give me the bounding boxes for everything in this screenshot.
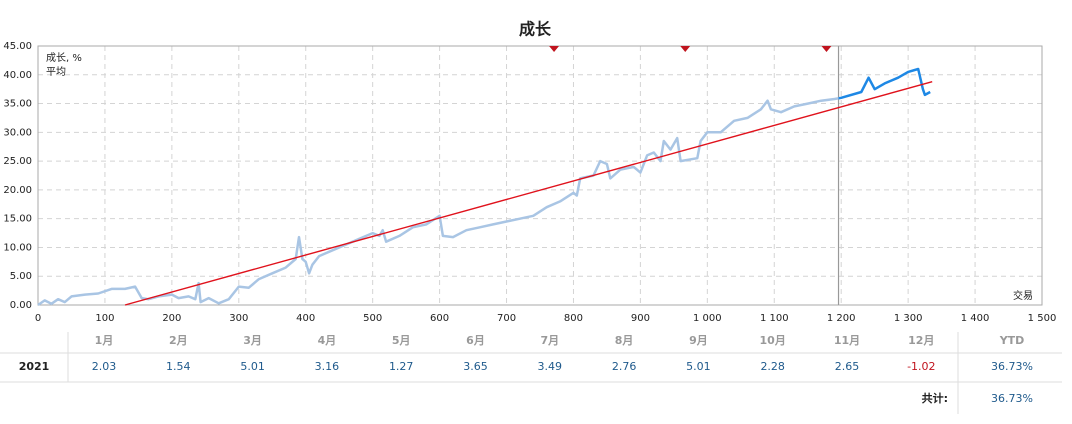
series-line xyxy=(124,81,933,306)
x-tick-label: 800 xyxy=(564,313,583,324)
table-header: 9月 xyxy=(689,334,708,347)
table-row-label: 2021 xyxy=(19,360,50,373)
x-tick-label: 400 xyxy=(296,313,315,324)
table-header: 11月 xyxy=(834,334,860,347)
table-header: 7月 xyxy=(540,334,559,347)
x-tick-label: 100 xyxy=(95,313,114,324)
table-header: 10月 xyxy=(760,334,786,347)
event-marker xyxy=(821,46,832,52)
legend-label: 成长, % xyxy=(46,52,82,64)
table-cell: 2.76 xyxy=(612,360,637,373)
x-axis-label: 交易 xyxy=(1013,289,1033,302)
table-header: 6月 xyxy=(466,334,485,347)
y-tick-label: 0.00 xyxy=(10,300,32,311)
x-tick-label: 1 400 xyxy=(961,313,990,324)
table-cell: 1.27 xyxy=(389,360,414,373)
x-tick-label: 900 xyxy=(631,313,650,324)
table-cell: 1.54 xyxy=(166,360,191,373)
table-cell: 2.65 xyxy=(835,360,860,373)
event-marker xyxy=(680,46,691,52)
x-tick-label: 300 xyxy=(229,313,248,324)
table-cell: 5.01 xyxy=(240,360,265,373)
legend-label: 平均 xyxy=(46,66,66,78)
x-tick-label: 1 200 xyxy=(827,313,856,324)
chart-title: 成长 xyxy=(519,20,552,39)
y-tick-label: 25.00 xyxy=(3,156,32,167)
y-tick-label: 30.00 xyxy=(3,127,32,138)
series-line xyxy=(37,67,931,307)
table-header: 4月 xyxy=(318,334,337,347)
y-tick-label: 35.00 xyxy=(3,99,32,110)
table-header: 2月 xyxy=(169,334,188,347)
total-label: 共计: xyxy=(922,391,948,405)
plot-border xyxy=(37,45,1043,306)
table-header: 5月 xyxy=(392,334,411,347)
x-tick-label: 600 xyxy=(430,313,449,324)
table-cell: 3.65 xyxy=(463,360,488,373)
total-value: 36.73% xyxy=(991,392,1033,405)
x-tick-label: 1 100 xyxy=(760,313,789,324)
x-tick-label: 200 xyxy=(162,313,181,324)
y-tick-label: 10.00 xyxy=(3,242,32,253)
y-tick-label: 40.00 xyxy=(3,70,32,81)
y-tick-label: 45.00 xyxy=(3,41,32,52)
table-cell: 36.73% xyxy=(991,360,1033,373)
table-header: YTD xyxy=(999,334,1025,347)
table-cell: 3.16 xyxy=(315,360,340,373)
y-tick-label: 20.00 xyxy=(3,185,32,196)
table-cell: 2.28 xyxy=(760,360,785,373)
x-tick-label: 1 000 xyxy=(693,313,722,324)
x-tick-label: 1 300 xyxy=(894,313,923,324)
table-cell: 2.03 xyxy=(92,360,117,373)
x-tick-label: 0 xyxy=(35,313,41,324)
x-tick-label: 1 500 xyxy=(1028,313,1057,324)
y-tick-label: 15.00 xyxy=(3,214,32,225)
table-cell: -1.02 xyxy=(907,360,935,373)
table-cell: 3.49 xyxy=(538,360,563,373)
y-tick-label: 5.00 xyxy=(10,271,32,282)
table-header: 1月 xyxy=(95,334,114,347)
event-marker xyxy=(549,46,560,52)
x-tick-label: 700 xyxy=(497,313,516,324)
table-header: 8月 xyxy=(615,334,634,347)
table-cell: 5.01 xyxy=(686,360,711,373)
table-header: 12月 xyxy=(908,334,934,347)
x-tick-label: 500 xyxy=(363,313,382,324)
table-header: 3月 xyxy=(243,334,262,347)
